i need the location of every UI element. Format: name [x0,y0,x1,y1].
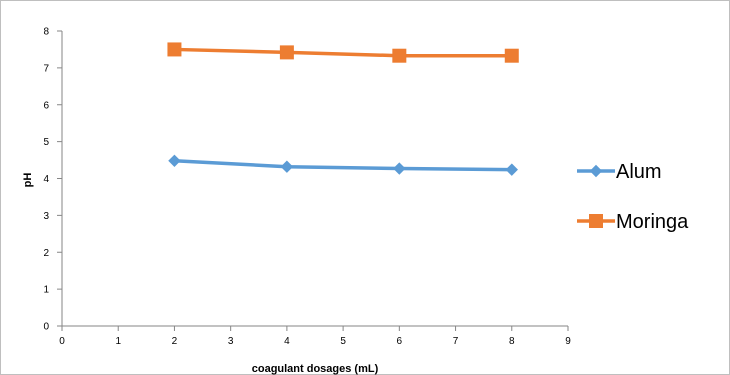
y-axis: 0 1 2 3 4 5 6 7 8 [43,27,63,333]
x-tick-label: 1 [115,336,121,347]
x-tick-label: 8 [509,336,515,347]
x-tick-label: 6 [397,336,403,347]
x-axis: 0 1 2 3 4 5 6 7 8 9 [59,325,571,347]
y-tick-label: 4 [43,174,49,185]
legend-label-moringa: Moringa [616,211,689,233]
alum-point [505,163,518,176]
y-axis-title: pH [22,173,34,188]
x-tick-label: 0 [59,336,65,347]
alum-point [168,154,181,168]
alum-line [172,159,514,172]
legend-swatch-marker [589,164,603,178]
y-tick-label: 2 [43,248,49,259]
series-alum [168,154,518,176]
y-tick-label: 1 [43,285,49,296]
y-tick-label: 0 [43,322,49,333]
y-tick-label: 7 [43,63,49,74]
moringa-point [279,45,294,60]
legend-label-alum: Alum [616,161,662,183]
alum-point [393,162,406,175]
moringa-line [172,47,514,58]
legend-item-alum: Alum [577,161,662,183]
moringa-point [392,48,407,63]
y-tick-label: 6 [43,100,49,111]
series-moringa [167,42,519,63]
x-tick-label: 3 [228,336,234,347]
x-tick-label: 2 [172,336,178,347]
x-tick-label: 4 [284,336,290,347]
x-tick-label: 9 [565,336,571,347]
moringa-point [504,48,519,63]
x-tick-label: 7 [453,336,459,347]
moringa-point [167,42,182,57]
x-axis-title: coagulant dosages (mL) [252,363,379,375]
legend: Alum Moringa [577,161,689,233]
y-tick-label: 3 [43,211,49,222]
legend-item-moringa: Moringa [577,211,689,233]
legend-swatch-marker [589,214,603,228]
alum-point [280,160,294,173]
x-tick-label: 5 [340,336,346,347]
y-tick-label: 8 [43,27,49,38]
y-tick-label: 5 [43,137,49,148]
series-group [167,42,519,176]
